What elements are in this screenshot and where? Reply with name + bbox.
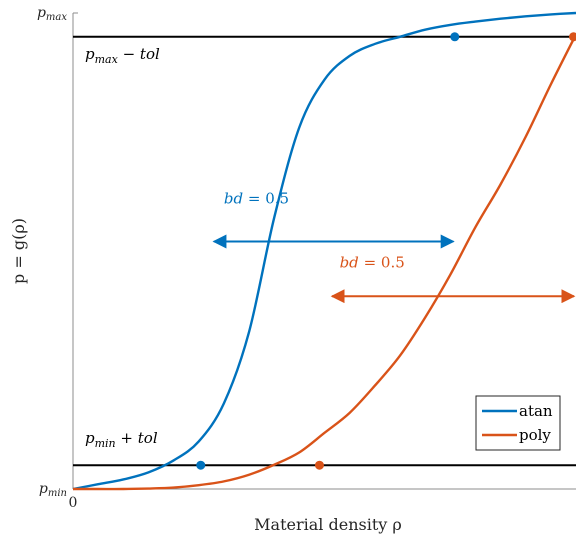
legend-box (475, 395, 561, 451)
tolerance-label: pmax − tol (85, 45, 160, 66)
axis-labels: Material density ρ p = g(ρ) (9, 218, 402, 534)
bandwidth-label-rest: = 0.5 (359, 254, 405, 272)
legend-label-text: poly (519, 426, 551, 444)
annotations: bd = 0.5bd = 0.5 (212, 189, 576, 304)
y-tick-label: pmax (37, 5, 67, 23)
legend-label-text: atan (519, 402, 553, 420)
legend-label-atan: atan (519, 402, 553, 420)
legend: atan poly (475, 395, 561, 451)
tolerance-label-rest: − tol (118, 45, 160, 63)
y-axis-label-text: p = g(ρ) (9, 218, 28, 284)
series-markers (196, 32, 576, 470)
series-line-poly (73, 33, 576, 491)
marker-atan (196, 460, 206, 470)
x-axis-label-text: Material density ρ (254, 515, 402, 534)
marker-poly (314, 460, 324, 470)
marker-poly (568, 32, 576, 42)
y-tick-label-main: p (37, 5, 46, 21)
bandwidth-label-rest: = 0.5 (243, 189, 289, 207)
tolerance-label-main: p (85, 429, 95, 447)
tolerance-label-sub: max (95, 53, 119, 66)
bandwidth-label-var: bd (340, 254, 359, 272)
y-tick-label-main: p (39, 481, 48, 497)
y-tick-label-sub: max (46, 12, 67, 23)
y-axis-label: p = g(ρ) (9, 218, 28, 284)
tolerance-label: pmin + tol (85, 429, 158, 450)
series-line-atan (72, 11, 576, 491)
series-lines (72, 11, 576, 491)
tolerance-label-sub: min (95, 437, 116, 450)
x-tick-label-text: 0 (69, 495, 78, 511)
bandwidth-label-var: bd (224, 189, 243, 207)
tolerance-label-rest: + tol (116, 429, 158, 447)
bandwidth-label: bd = 0.5 (340, 254, 405, 272)
tolerance-label-main: p (85, 45, 95, 63)
y-tick-label-sub: min (48, 488, 67, 499)
marker-atan (450, 32, 460, 42)
bandwidth-label: bd = 0.5 (224, 189, 289, 207)
legend-label-poly: poly (519, 426, 551, 444)
x-tick-label: 0 (69, 495, 78, 511)
x-axis-label: Material density ρ (254, 515, 402, 534)
y-tick-label: pmin (39, 481, 67, 499)
